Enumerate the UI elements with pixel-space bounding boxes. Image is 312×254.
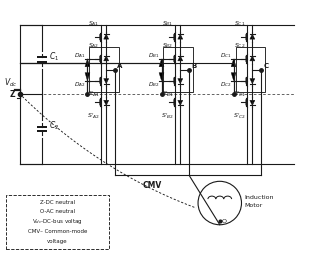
Text: $S_{C2}$: $S_{C2}$: [234, 41, 245, 50]
Text: $C_1$: $C_1$: [49, 51, 59, 63]
Polygon shape: [250, 100, 255, 105]
Polygon shape: [178, 56, 183, 61]
Bar: [90, 47, 119, 92]
Text: Induction: Induction: [245, 195, 274, 200]
Polygon shape: [178, 100, 183, 105]
Text: $C_2$: $C_2$: [49, 120, 59, 132]
Text: $D_{A1}$: $D_{A1}$: [74, 51, 85, 60]
Polygon shape: [250, 56, 255, 61]
Text: Z-DC neutral: Z-DC neutral: [40, 200, 75, 204]
Text: $S'_{C2}$: $S'_{C2}$: [233, 111, 246, 121]
Text: CMV: CMV: [143, 181, 162, 190]
Text: $S'_{B2}$: $S'_{B2}$: [161, 111, 174, 121]
Text: $S_{C1}$: $S_{C1}$: [234, 19, 245, 28]
Polygon shape: [104, 56, 109, 61]
Bar: [163, 47, 193, 92]
Polygon shape: [159, 59, 164, 67]
Polygon shape: [231, 73, 236, 81]
Text: $D_{B1}$: $D_{B1}$: [148, 51, 159, 60]
Polygon shape: [104, 79, 109, 84]
Text: $S_{A1}$: $S_{A1}$: [88, 19, 99, 28]
Text: B: B: [191, 63, 196, 69]
Polygon shape: [178, 34, 183, 39]
Polygon shape: [250, 79, 255, 84]
Text: $S_{B2}$: $S_{B2}$: [162, 41, 173, 50]
Text: $S_{B1}$: $S_{B1}$: [162, 19, 173, 28]
Polygon shape: [85, 73, 90, 81]
Text: A: A: [117, 63, 122, 69]
Polygon shape: [231, 59, 236, 67]
Text: V$_{dc}$-DC-bus voltag: V$_{dc}$-DC-bus voltag: [32, 217, 83, 226]
Polygon shape: [104, 100, 109, 105]
Text: $S'_{C1}$: $S'_{C1}$: [233, 89, 246, 99]
Text: CMV– Common-mode: CMV– Common-mode: [28, 229, 87, 234]
Text: O-AC neutral: O-AC neutral: [40, 209, 75, 214]
FancyBboxPatch shape: [6, 195, 109, 249]
Text: voltage: voltage: [47, 239, 68, 244]
Text: $D_{C1}$: $D_{C1}$: [220, 51, 232, 60]
Text: $S'_{A2}$: $S'_{A2}$: [87, 111, 100, 121]
Text: $V_{dc}$: $V_{dc}$: [4, 76, 17, 89]
Text: $S_{A2}$: $S_{A2}$: [88, 41, 99, 50]
Polygon shape: [159, 73, 164, 81]
Text: Motor: Motor: [245, 202, 263, 208]
Text: Z: Z: [10, 90, 15, 99]
Text: $S'_{A1}$: $S'_{A1}$: [87, 89, 100, 99]
Text: $S'_{B1}$: $S'_{B1}$: [161, 89, 174, 99]
Polygon shape: [178, 79, 183, 84]
Polygon shape: [85, 59, 90, 67]
Text: $D_{C2}$: $D_{C2}$: [220, 80, 232, 88]
Polygon shape: [104, 34, 109, 39]
Bar: [236, 47, 265, 92]
Text: C: C: [263, 63, 268, 69]
Text: $D_{B2}$: $D_{B2}$: [148, 80, 159, 88]
Text: O: O: [222, 219, 227, 224]
Polygon shape: [250, 34, 255, 39]
Text: $D_{A2}$: $D_{A2}$: [74, 80, 85, 88]
